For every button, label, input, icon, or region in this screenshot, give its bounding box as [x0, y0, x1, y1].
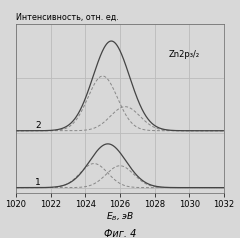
Text: 2: 2 [35, 121, 41, 130]
Text: Интенсивность, отн. ед.: Интенсивность, отн. ед. [16, 13, 119, 22]
Text: Zn2p₃/₂: Zn2p₃/₂ [168, 50, 200, 59]
Text: 1: 1 [35, 178, 41, 187]
X-axis label: $E_B$, эВ: $E_B$, эВ [106, 210, 134, 223]
Text: Фиг. 4: Фиг. 4 [104, 229, 136, 238]
